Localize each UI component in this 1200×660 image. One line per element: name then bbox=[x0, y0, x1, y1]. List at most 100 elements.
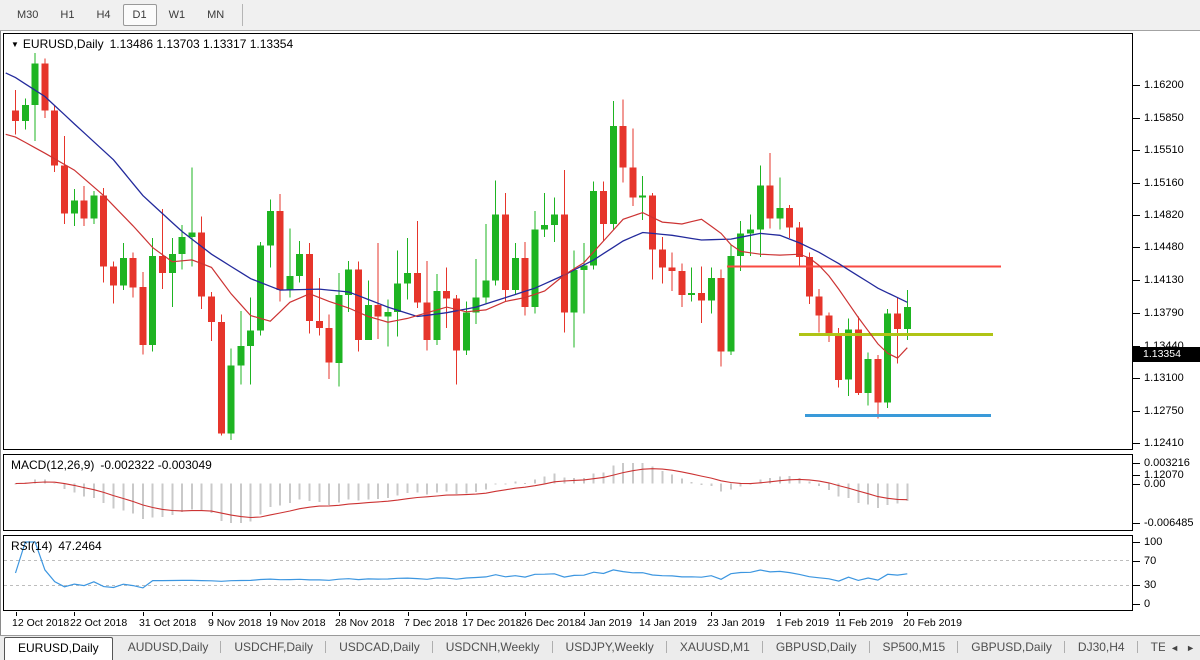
rsi-canvas[interactable] bbox=[4, 536, 1132, 610]
price-tick-label: 1.12410 bbox=[1144, 437, 1184, 449]
timeframe-button-h4[interactable]: H4 bbox=[96, 9, 111, 21]
price-scale[interactable]: 1.16200 1.15850 1.15510 1.15160 1.14820 1.144… bbox=[1133, 31, 1200, 635]
axis-tick bbox=[1133, 463, 1140, 464]
price-tick-label: 1.13100 bbox=[1144, 372, 1184, 384]
axis-tick bbox=[1133, 118, 1140, 119]
macd-tick-label: -0.006485 bbox=[1144, 517, 1194, 529]
chart-tab-gbpusd-daily[interactable]: GBPUSD,Daily bbox=[763, 636, 870, 660]
timeframe-button-h1[interactable]: H1 bbox=[60, 9, 75, 21]
tab-scroll-right-icon[interactable]: ► bbox=[1186, 643, 1195, 653]
date-tick-label: 14 Jan 2019 bbox=[639, 617, 697, 629]
rsi-indicator-pane[interactable]: RSI(14) 47.2464 bbox=[3, 535, 1133, 611]
chart-dropdown-icon[interactable]: ▼ bbox=[11, 40, 19, 49]
chart-tab-sp500-m15[interactable]: SP500,M15 bbox=[870, 636, 959, 660]
date-tick bbox=[839, 612, 840, 616]
date-tick bbox=[643, 612, 644, 616]
axis-tick bbox=[1133, 585, 1140, 586]
timeframe-toolbar: M30 H1 H4 D1 W1 MN bbox=[0, 0, 1200, 31]
chart-tab-usdcnh-weekly[interactable]: USDCNH,Weekly bbox=[433, 636, 553, 660]
date-tick-label: 11 Feb 2019 bbox=[835, 617, 894, 629]
axis-tick bbox=[1133, 604, 1140, 605]
timeframe-button-w1[interactable]: W1 bbox=[168, 9, 186, 21]
current-price-box: 1.13354 bbox=[1133, 347, 1200, 362]
chart-tab-bar: EURUSD,Daily AUDUSD,Daily USDCHF,Daily USDC… bbox=[0, 635, 1200, 660]
axis-tick bbox=[1133, 443, 1140, 444]
chart-tabs: EURUSD,Daily AUDUSD,Daily USDCHF,Daily USDC… bbox=[0, 636, 1165, 660]
price-tick-label: 1.15160 bbox=[1144, 177, 1184, 189]
axis-tick bbox=[1133, 247, 1140, 248]
axis-tick bbox=[1133, 313, 1140, 314]
price-tick-label: 1.12070 bbox=[1144, 469, 1184, 481]
macd-label: MACD(12,26,9) -0.002322 -0.003049 bbox=[11, 458, 212, 472]
chart-tab-gbpusd-daily[interactable]: GBPUSD,Daily bbox=[958, 636, 1065, 660]
rsi-name: RSI(14) bbox=[11, 539, 53, 553]
macd-tick-label: 0.003216 bbox=[1144, 457, 1190, 469]
rsi-tick-label: 0 bbox=[1144, 598, 1151, 610]
chart-tab-dj30-h4[interactable]: DJ30,H4 bbox=[1065, 636, 1138, 660]
axis-tick bbox=[1133, 542, 1140, 543]
chart-tab-eurusd-daily[interactable]: EURUSD,Daily bbox=[4, 637, 113, 660]
price-tick-label: 1.14130 bbox=[1144, 274, 1184, 286]
chart-tab-tech10[interactable]: TECH10 bbox=[1138, 636, 1166, 660]
rsi-tick-label: 70 bbox=[1144, 555, 1157, 567]
rsi-tick-label: 100 bbox=[1144, 536, 1163, 548]
axis-tick bbox=[1133, 150, 1140, 151]
chart-symbol-label: EURUSD,Daily bbox=[22, 37, 104, 51]
date-tick bbox=[584, 612, 585, 616]
axis-tick bbox=[1133, 378, 1140, 379]
axis-tick bbox=[1133, 411, 1140, 412]
axis-tick bbox=[1133, 85, 1140, 86]
date-tick-label: 26 Dec 2018 bbox=[521, 617, 581, 629]
date-tick-label: 12 Oct 2018 bbox=[12, 617, 70, 629]
macd-canvas[interactable] bbox=[4, 455, 1132, 530]
date-tick bbox=[780, 612, 781, 616]
date-tick bbox=[466, 612, 467, 616]
price-tick-label: 1.15510 bbox=[1144, 144, 1184, 156]
date-tick-label: 22 Oct 2018 bbox=[70, 617, 128, 629]
chart-tab-usdcad-daily[interactable]: USDCAD,Daily bbox=[326, 636, 433, 660]
macd-indicator-pane[interactable]: MACD(12,26,9) -0.002322 -0.003049 bbox=[3, 454, 1133, 531]
macd-values: -0.002322 -0.003049 bbox=[100, 458, 212, 472]
date-tick bbox=[408, 612, 409, 616]
price-tick-label: 1.14820 bbox=[1144, 209, 1184, 221]
date-tick bbox=[711, 612, 712, 616]
axis-tick bbox=[1133, 215, 1140, 216]
tab-scroll-left-icon[interactable]: ◄ bbox=[1170, 643, 1180, 653]
chart-tab-xauusd-m1[interactable]: XAUUSD,M1 bbox=[667, 636, 763, 660]
candlestick-canvas[interactable] bbox=[4, 34, 1132, 449]
date-tick-label: 9 Nov 2018 bbox=[208, 617, 262, 629]
chart-workspace: ▼ EURUSD,Daily 1.13486 1.13703 1.13317 1.1… bbox=[0, 31, 1200, 635]
rsi-tick-label: 30 bbox=[1144, 579, 1157, 591]
axis-tick bbox=[1133, 183, 1140, 184]
chart-title: ▼ EURUSD,Daily 1.13486 1.13703 1.13317 1.1… bbox=[11, 37, 293, 51]
rsi-label: RSI(14) 47.2464 bbox=[11, 539, 102, 553]
date-tick bbox=[16, 612, 17, 616]
axis-tick bbox=[1133, 280, 1140, 281]
date-tick bbox=[74, 612, 75, 616]
axis-tick bbox=[1133, 523, 1140, 524]
axis-tick bbox=[1133, 561, 1140, 562]
date-tick bbox=[270, 612, 271, 616]
price-chart-pane[interactable]: ▼ EURUSD,Daily 1.13486 1.13703 1.13317 1.1… bbox=[3, 33, 1133, 450]
price-tick-label: 1.14480 bbox=[1144, 241, 1184, 253]
price-tick-label: 1.16200 bbox=[1144, 79, 1184, 91]
chart-tab-usdchf-daily[interactable]: USDCHF,Daily bbox=[221, 636, 326, 660]
price-tick-label: 1.15850 bbox=[1144, 112, 1184, 124]
chart-tab-usdjpy-weekly[interactable]: USDJPY,Weekly bbox=[553, 636, 668, 660]
chart-tab-audusd-daily[interactable]: AUDUSD,Daily bbox=[115, 636, 222, 660]
axis-tick bbox=[1133, 346, 1140, 347]
tab-scroll-arrows: ◄ ► bbox=[1165, 636, 1200, 660]
timeframe-button-m30[interactable]: M30 bbox=[17, 9, 39, 21]
timeframe-button-d1[interactable]: D1 bbox=[122, 4, 157, 26]
date-tick bbox=[907, 612, 908, 616]
rsi-value: 47.2464 bbox=[58, 539, 102, 553]
date-tick-label: 7 Dec 2018 bbox=[404, 617, 458, 629]
date-tick bbox=[212, 612, 213, 616]
time-axis[interactable]: 12 Oct 2018 22 Oct 2018 31 Oct 2018 9 Nov 2… bbox=[3, 612, 1133, 635]
macd-name: MACD(12,26,9) bbox=[11, 458, 95, 472]
timeframe-button-mn[interactable]: MN bbox=[207, 9, 225, 21]
date-tick-label: 1 Feb 2019 bbox=[776, 617, 830, 629]
date-tick-label: 20 Feb 2019 bbox=[903, 617, 962, 629]
price-tick-label: 1.13790 bbox=[1144, 307, 1184, 319]
date-tick-label: 28 Nov 2018 bbox=[335, 617, 395, 629]
